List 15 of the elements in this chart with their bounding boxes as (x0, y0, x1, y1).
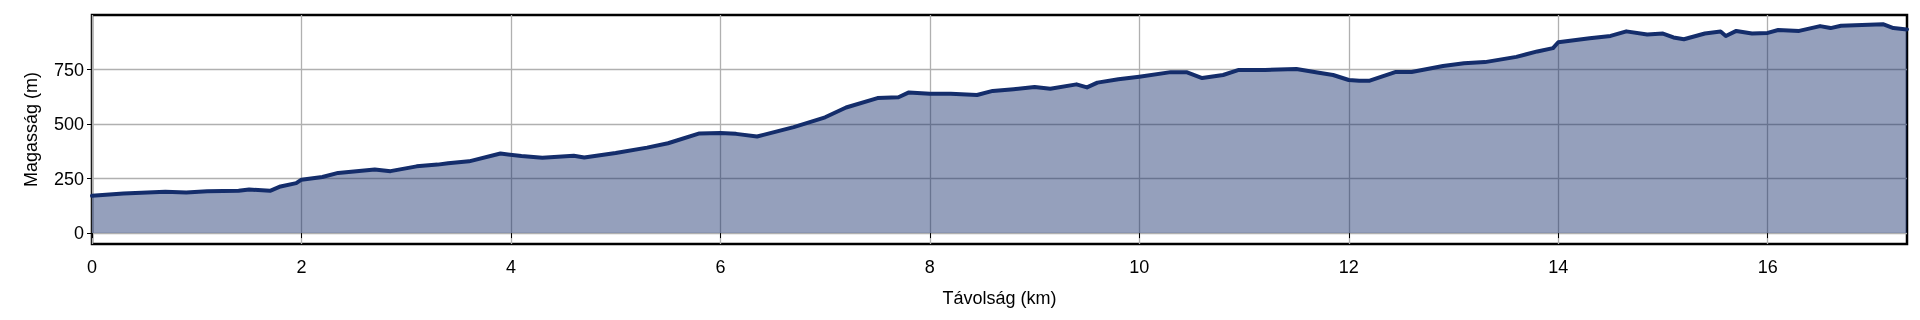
x-tick-label: 10 (1129, 257, 1150, 277)
y-tick-label: 0 (73, 223, 84, 244)
x-axis-title: Távolság (km) (942, 288, 1057, 308)
x-tick-label: 4 (505, 257, 516, 277)
x-tick-label: 14 (1548, 257, 1569, 277)
y-tick-label: 500 (53, 114, 84, 135)
x-tick-label: 12 (1338, 257, 1359, 277)
x-tick-label: 6 (715, 257, 726, 277)
y-axis-title: Magasság (m) (21, 71, 41, 188)
x-tick-label: 2 (296, 257, 307, 277)
y-tick-label: 750 (53, 59, 84, 80)
x-tick-label: 0 (86, 257, 98, 277)
x-tick-label: 16 (1757, 257, 1778, 277)
y-tick-label: 250 (53, 168, 84, 189)
x-tick-label: 8 (924, 257, 935, 277)
